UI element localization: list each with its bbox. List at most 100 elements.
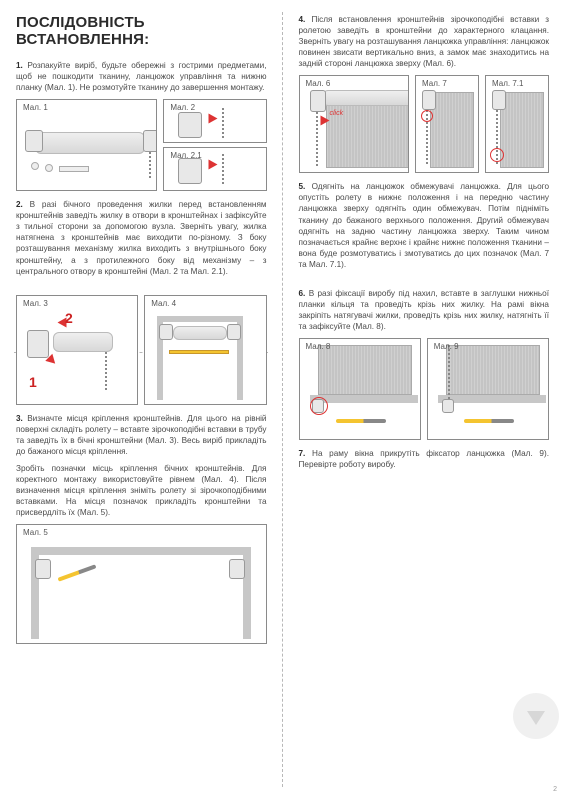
watermark-icon <box>513 693 559 739</box>
thread-illustration <box>222 154 224 184</box>
fig-5: Мал. 5 <box>16 524 267 644</box>
fig-71-label: Мал. 7.1 <box>492 79 523 88</box>
frame-top <box>31 547 251 555</box>
fig-9: Мал. 9 <box>427 338 549 440</box>
roller-illustration <box>35 132 145 154</box>
divider-vertical <box>282 12 283 787</box>
level-tool <box>169 350 229 354</box>
fabric-illustration <box>318 345 412 395</box>
para-6-num: 6. <box>299 289 306 298</box>
fig-3: Мал. 3 1 2 <box>16 295 138 405</box>
page: ПОСЛІДОВНІСТЬ ВСТАНОВЛЕННЯ: 1. Розпакуйт… <box>0 0 565 799</box>
para-7-text: На раму вікна прикрутіть фіксатор ланцюж… <box>299 449 549 469</box>
roller-illustration <box>173 326 227 340</box>
bracket-illustration <box>227 324 241 340</box>
fig-9-label: Мал. 9 <box>434 342 459 351</box>
right-column: 4. Після встановлення кронштейнів зірочк… <box>283 0 565 799</box>
bracket-illustration <box>178 158 202 184</box>
bracket-illustration <box>27 330 49 358</box>
para-7-num: 7. <box>299 449 306 458</box>
fabric-illustration <box>430 92 474 168</box>
para-6-text: В разі фіксації виробу під нахил, вставт… <box>299 289 550 331</box>
page-number: 2 <box>553 786 557 793</box>
fig-row-5: Мал. 8 Мал. 9 <box>299 338 550 440</box>
para-1-text: Розпакуйте виріб, будьте обережні з гост… <box>16 61 267 92</box>
bracket-illustration <box>229 559 245 579</box>
chain-illustration <box>448 345 450 401</box>
screwdriver-icon <box>58 564 97 581</box>
step-number-2: 2 <box>65 310 73 326</box>
frame-bottom <box>438 395 546 403</box>
page-title: ПОСЛІДОВНІСТЬ ВСТАНОВЛЕННЯ: <box>16 14 267 48</box>
para-6: 6. В разі фіксації виробу під нахил, вст… <box>299 288 550 332</box>
bracket-left-illustration <box>25 130 43 152</box>
fig-8-label: Мал. 8 <box>306 342 331 351</box>
para-1: 1. Розпакуйте виріб, будьте обережні з г… <box>16 60 267 93</box>
fig-5-label: Мал. 5 <box>23 528 48 537</box>
bracket-illustration <box>35 559 51 579</box>
fig-21-label: Мал. 2.1 <box>170 151 201 160</box>
bracket-illustration <box>310 90 326 112</box>
fig-2-stack: Мал. 2 Мал. 2.1 <box>163 99 266 191</box>
fig-2-label: Мал. 2 <box>170 103 195 112</box>
fig-6-label: Мал. 6 <box>306 79 331 88</box>
part-dot <box>31 162 39 170</box>
para-5-text: Одягніть на ланцюжок обмежувачі ланцюжка… <box>299 182 550 268</box>
bracket-illustration <box>422 90 436 110</box>
roller-illustration <box>322 90 410 106</box>
part-bar <box>59 166 89 172</box>
frame-top <box>157 316 243 322</box>
para-5: 5. Одягніть на ланцюжок обмежувачі ланцю… <box>299 181 550 270</box>
thread-illustration <box>222 108 224 138</box>
para-4: 4. Після встановлення кронштейнів зірочк… <box>299 14 550 69</box>
bracket-illustration <box>492 90 506 110</box>
para-4-num: 4. <box>299 15 306 24</box>
bracket-right-illustration <box>143 130 157 152</box>
fabric-illustration <box>446 345 540 395</box>
para-1-num: 1. <box>16 61 23 70</box>
arrow-icon <box>209 160 218 170</box>
click-label: click <box>330 110 344 117</box>
para-2-text: В разі бічного проведення жилки перед вс… <box>16 200 267 275</box>
fig-8: Мал. 8 <box>299 338 421 440</box>
para-3-num: 3. <box>16 414 23 423</box>
highlight-circle <box>310 397 328 415</box>
para-7: 7. На раму вікна прикрутіть фіксатор лан… <box>299 448 550 470</box>
para-4-text: Після встановлення кронштейнів зірочкопо… <box>299 15 550 68</box>
fig-row-2: Мал. 3 1 2 Мал. 4 <box>16 295 267 405</box>
fabric-illustration <box>500 92 544 168</box>
fig-2-1: Мал. 2.1 <box>163 147 266 191</box>
screwdriver-icon <box>336 419 386 423</box>
fig-row-3: Мал. 5 <box>16 524 267 644</box>
bracket-illustration <box>178 112 202 138</box>
fig-row-1: Мал. 1 Мал. 2 Мал. 2.1 <box>16 99 267 191</box>
chain-fixer-illustration <box>442 399 454 413</box>
screwdriver-icon <box>464 419 514 423</box>
arrow-icon <box>320 116 329 126</box>
fig-row-4: Мал. 6 click Мал. 7 Мал. 7.1 <box>299 75 550 173</box>
chain-illustration <box>105 352 107 392</box>
para-2-num: 2. <box>16 200 23 209</box>
fig-1-label: Мал. 1 <box>23 103 48 112</box>
fig-4-label: Мал. 4 <box>151 299 176 308</box>
roller-illustration <box>53 332 113 352</box>
fig-6: Мал. 6 click <box>299 75 410 173</box>
fig-4: Мал. 4 <box>144 295 266 405</box>
fig-7-1: Мал. 7.1 <box>485 75 549 173</box>
fig-3-label: Мал. 3 <box>23 299 48 308</box>
arrow-icon <box>209 114 218 124</box>
left-column: ПОСЛІДОВНІСТЬ ВСТАНОВЛЕННЯ: 1. Розпакуйт… <box>0 0 283 799</box>
fig-2: Мал. 2 <box>163 99 266 143</box>
chain-illustration <box>316 112 318 166</box>
chain-illustration <box>149 152 151 178</box>
fig-1: Мал. 1 <box>16 99 157 191</box>
para-3a: 3. Визначте місця кріплення кронштейнів.… <box>16 413 267 457</box>
para-3a-text: Визначте місця кріплення кронштейнів. Дл… <box>16 414 267 456</box>
bracket-illustration <box>159 324 173 340</box>
fig-7-label: Мал. 7 <box>422 79 447 88</box>
fig-7: Мал. 7 <box>415 75 479 173</box>
para-3b: Зробіть позначки місць кріплення бічних … <box>16 463 267 518</box>
para-5-num: 5. <box>299 182 306 191</box>
para-2: 2. В разі бічного проведення жилки перед… <box>16 199 267 276</box>
step-number-1: 1 <box>29 374 37 390</box>
